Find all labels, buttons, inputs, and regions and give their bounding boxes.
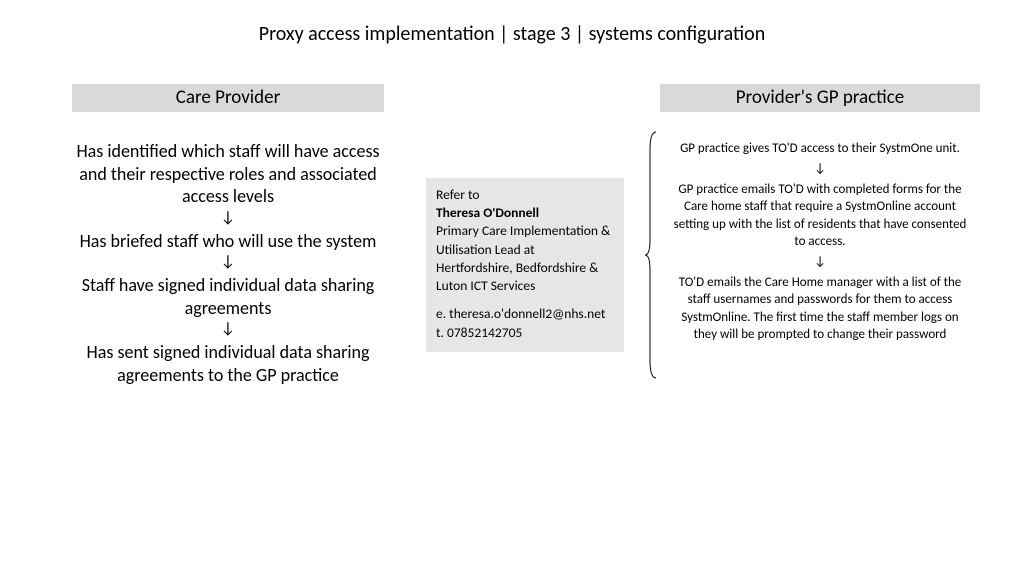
down-arrow-icon: ↓ xyxy=(62,321,394,337)
left-flow: Has identified which staff will have acc… xyxy=(62,140,394,388)
curly-brace-icon xyxy=(644,130,658,380)
left-step-3: Staff have signed individual data sharin… xyxy=(62,274,394,319)
info-tel: t. 07852142705 xyxy=(436,324,614,342)
column-header-care-provider: Care Provider xyxy=(72,84,384,112)
right-step-1: GP practice gives TO'D access to their S… xyxy=(670,140,970,158)
info-role: Primary Care Implementation & Utilisatio… xyxy=(436,222,614,295)
down-arrow-icon: ↓ xyxy=(670,162,970,175)
right-step-3: TO'D emails the Care Home manager with a… xyxy=(670,274,970,344)
contact-info-box: Refer to Theresa O'Donnell Primary Care … xyxy=(426,178,624,352)
down-arrow-icon: ↓ xyxy=(62,254,394,270)
left-step-4: Has sent signed individual data sharing … xyxy=(62,341,394,386)
down-arrow-icon: ↓ xyxy=(62,210,394,226)
info-name: Theresa O'Donnell xyxy=(436,204,614,222)
column-header-gp-practice: Provider's GP practice xyxy=(660,84,980,112)
left-step-1: Has identified which staff will have acc… xyxy=(62,140,394,208)
down-arrow-icon: ↓ xyxy=(670,255,970,268)
left-step-2: Has briefed staff who will use the syste… xyxy=(62,230,394,253)
info-refer: Refer to xyxy=(436,186,614,204)
info-email: e. theresa.o'donnell2@nhs.net xyxy=(436,305,614,323)
right-flow: GP practice gives TO'D access to their S… xyxy=(670,140,970,346)
right-step-2: GP practice emails TO'D with completed f… xyxy=(670,181,970,251)
page-title: Proxy access implementation | stage 3 | … xyxy=(0,22,1024,46)
